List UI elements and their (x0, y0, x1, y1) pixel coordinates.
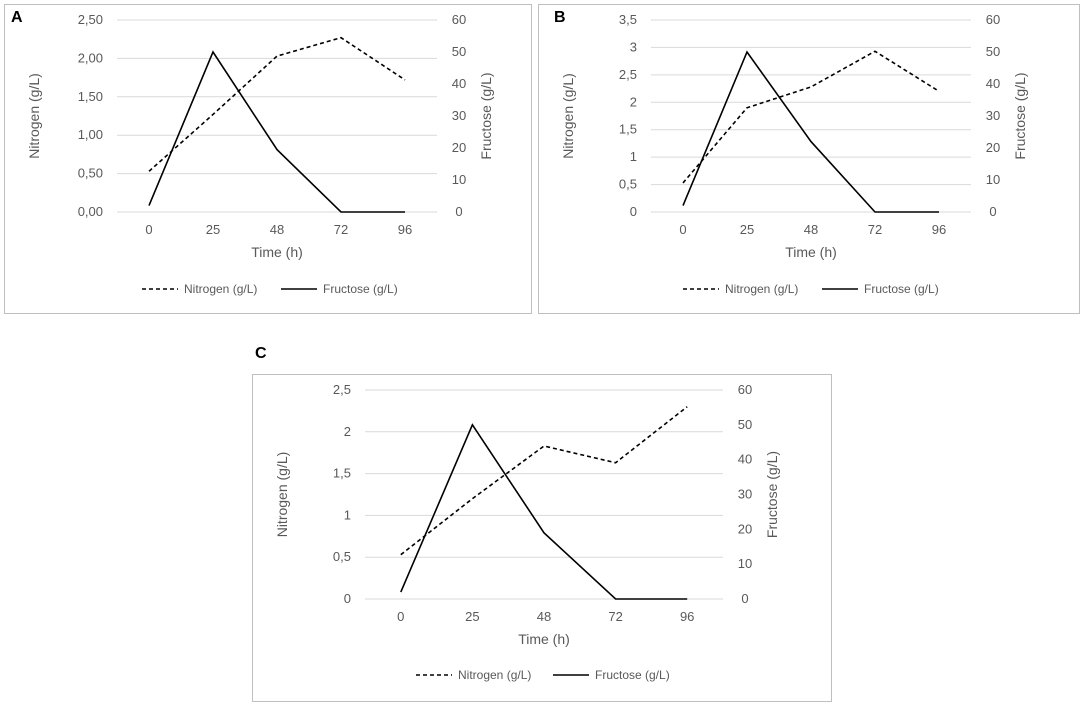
y-tick-label: 0 (344, 591, 351, 606)
nitrogen-series-line (682, 50, 940, 184)
x-tick-label: 48 (804, 222, 818, 237)
y2-axis-title: Fructose (g/L) (1012, 72, 1028, 159)
y2-tick-label: 60 (986, 12, 1000, 27)
y-tick-label: 0,5 (619, 177, 637, 192)
y-tick-label: 1,00 (78, 127, 103, 142)
y2-tick-label: 0 (455, 204, 462, 219)
y2-tick-label: 0 (989, 204, 996, 219)
panel-label-c: C (255, 345, 267, 362)
legend-label: Nitrogen (g/L) (725, 282, 798, 296)
y-tick-label: 1 (630, 149, 637, 164)
y-axis-title: Nitrogen (g/L) (26, 73, 42, 159)
fructose-series-line (682, 50, 939, 213)
chart-svg-a: 0,00 0,50 1,00 1,50 2,00 2,50 0 10 20 30 40 50 60 0 25… (26, 12, 494, 296)
panel-label-b: B (554, 9, 566, 26)
fructose-series-line (400, 423, 688, 600)
y-tick-label: 1,5 (333, 466, 351, 481)
y2-tick-label: 30 (452, 108, 466, 123)
x-tick-label: 0 (679, 222, 686, 237)
x-tick-label: 72 (334, 222, 348, 237)
y2-tick-label: 60 (452, 12, 466, 27)
y-tick-label: 3,5 (619, 12, 637, 27)
chart-panel-c: 0 0,5 1 1,5 2 2,5 0 10 20 30 40 50 60 0 25 48 72 96 Time (… (252, 374, 832, 702)
chart-panel-b: 0 0,5 1 1,5 2 2,5 3 3,5 0 10 20 30 40 50 60 0 25 48 72 96 Ti… (538, 4, 1080, 314)
chart-panel-a: 0,00 0,50 1,00 1,50 2,00 2,50 0 10 20 30 40 50 60 0 25… (4, 4, 532, 314)
y-tick-label: 1,5 (619, 122, 637, 137)
y-tick-label: 1,50 (78, 89, 103, 104)
y2-tick-label: 10 (452, 172, 466, 187)
y2-tick-label: 20 (452, 140, 466, 155)
x-tick-label: 72 (608, 609, 622, 624)
y2-tick-label: 40 (738, 452, 752, 467)
nitrogen-series-line (148, 36, 406, 172)
y-tick-label: 0,5 (333, 549, 351, 564)
x-tick-label: 0 (397, 609, 404, 624)
y2-tick-label: 50 (986, 44, 1000, 59)
y-tick-label: 2 (344, 424, 351, 439)
y2-tick-label: 10 (738, 556, 752, 571)
y2-axis-title: Fructose (g/L) (478, 72, 494, 159)
legend-label: Fructose (g/L) (323, 282, 398, 296)
legend-label: Fructose (g/L) (864, 282, 939, 296)
x-tick-label: 25 (206, 222, 220, 237)
x-axis-title: Time (h) (785, 244, 837, 260)
chart-svg-b: 0 0,5 1 1,5 2 2,5 3 3,5 0 10 20 30 40 50 60 0 25 48 72 96 Ti… (560, 12, 1028, 296)
y2-tick-label: 30 (738, 487, 752, 502)
x-tick-label: 25 (740, 222, 754, 237)
y-tick-label: 2,5 (619, 67, 637, 82)
x-tick-label: 96 (932, 222, 946, 237)
chart-svg-c: 0 0,5 1 1,5 2 2,5 0 10 20 30 40 50 60 0 25 48 72 96 Time (… (274, 382, 780, 682)
x-tick-label: 48 (270, 222, 284, 237)
y2-tick-label: 40 (452, 76, 466, 91)
y2-tick-label: 20 (738, 521, 752, 536)
y2-tick-label: 50 (738, 417, 752, 432)
y2-tick-label: 60 (738, 382, 752, 397)
x-tick-label: 96 (680, 609, 694, 624)
y-tick-label: 0 (630, 204, 637, 219)
legend-label: Nitrogen (g/L) (184, 282, 257, 296)
y2-tick-label: 40 (986, 76, 1000, 91)
x-tick-label: 25 (465, 609, 479, 624)
y2-tick-label: 20 (986, 140, 1000, 155)
y2-tick-label: 50 (452, 44, 466, 59)
y-tick-label: 2,00 (78, 50, 103, 65)
legend-label: Nitrogen (g/L) (458, 668, 531, 682)
y-axis-title: Nitrogen (g/L) (560, 73, 576, 159)
y2-axis-title: Fructose (g/L) (764, 451, 780, 538)
y2-tick-label: 30 (986, 108, 1000, 123)
y-tick-label: 2 (630, 94, 637, 109)
y-tick-label: 1 (344, 507, 351, 522)
nitrogen-series-line (400, 406, 688, 556)
y2-tick-label: 0 (741, 591, 748, 606)
fructose-series-line (148, 50, 405, 213)
y-tick-label: 2,5 (333, 382, 351, 397)
x-tick-label: 96 (398, 222, 412, 237)
y-tick-label: 0,00 (78, 204, 103, 219)
y-axis-title: Nitrogen (g/L) (274, 452, 290, 538)
y-tick-label: 0,50 (78, 166, 103, 181)
x-tick-label: 72 (868, 222, 882, 237)
y-tick-label: 2,50 (78, 12, 103, 27)
x-tick-label: 0 (145, 222, 152, 237)
legend-label: Fructose (g/L) (595, 668, 670, 682)
panel-label-a: A (11, 9, 23, 26)
x-tick-label: 48 (537, 609, 551, 624)
x-axis-title: Time (h) (518, 631, 570, 647)
y2-tick-label: 10 (986, 172, 1000, 187)
x-axis-title: Time (h) (251, 244, 303, 260)
y-tick-label: 3 (630, 39, 637, 54)
